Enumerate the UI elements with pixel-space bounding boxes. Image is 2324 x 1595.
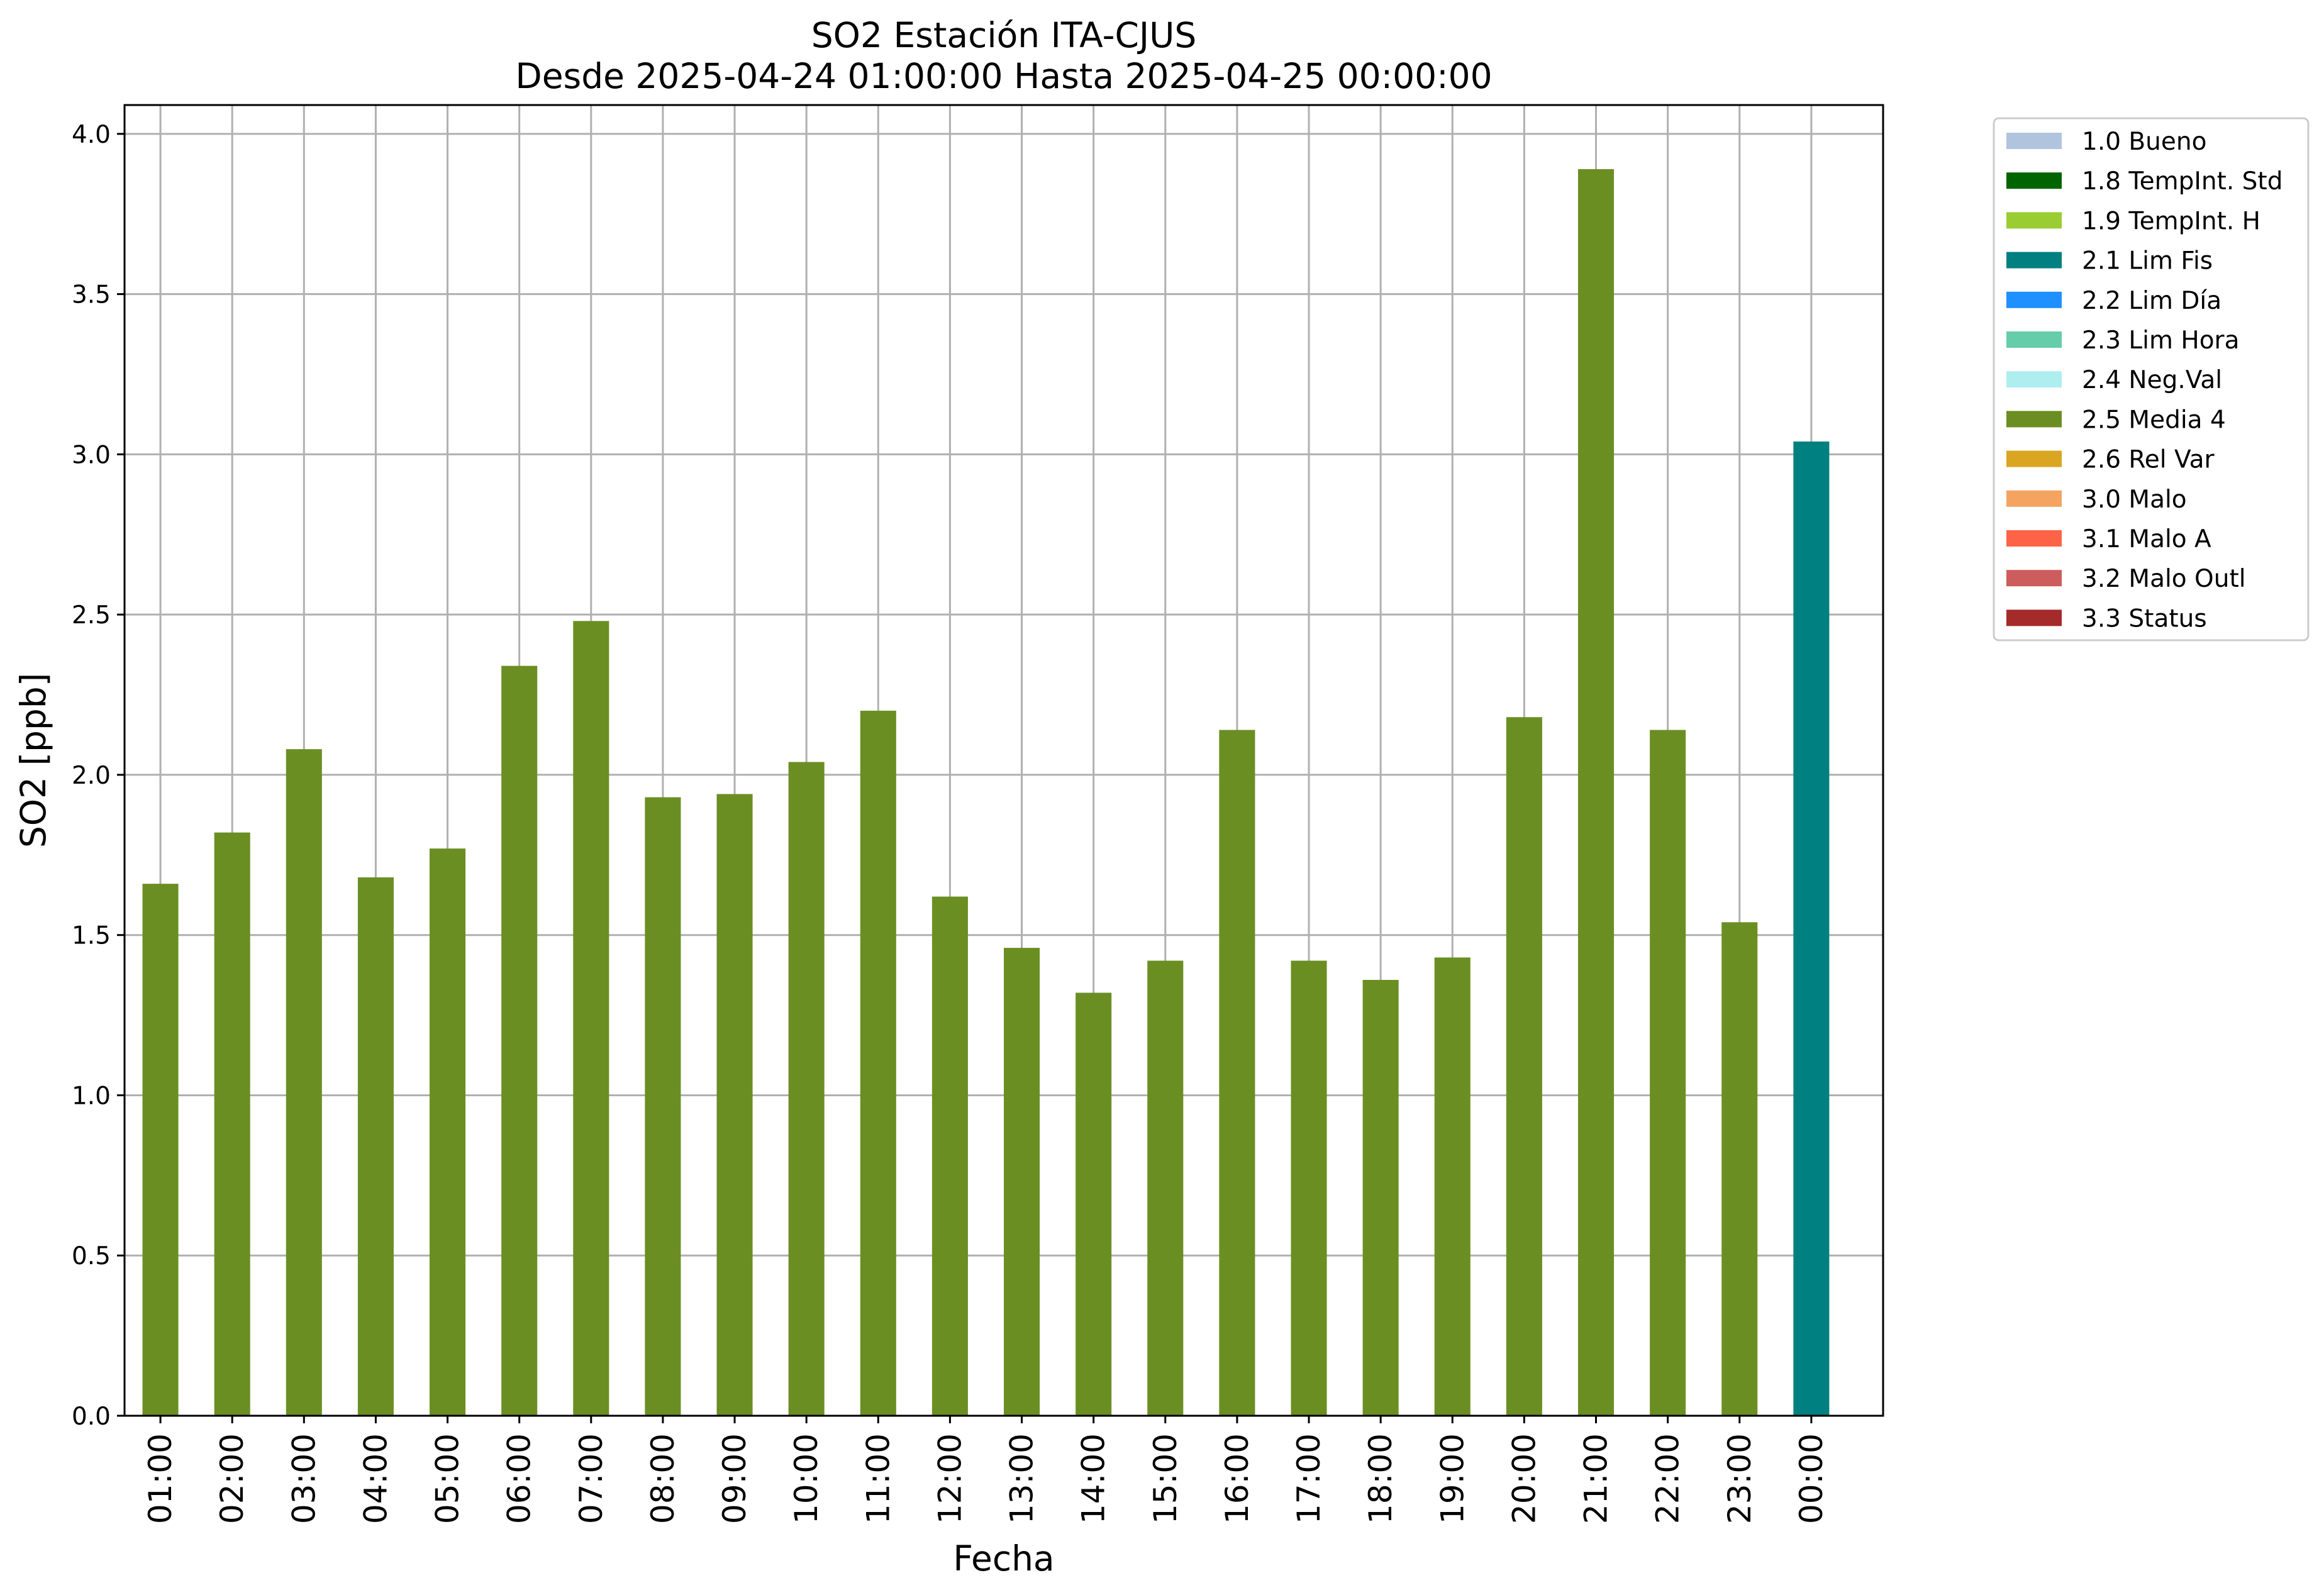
x-tick-label: 05:00: [430, 1433, 466, 1524]
x-tick-label: 07:00: [573, 1433, 609, 1524]
legend-swatch: [2006, 411, 2062, 428]
x-tick-label: 00:00: [1793, 1433, 1830, 1524]
bar-0000: [1793, 442, 1830, 1416]
bar-0400: [357, 877, 394, 1416]
legend-label: 1.9 TempInt. H: [2082, 207, 2260, 235]
x-tick-label: 14:00: [1076, 1433, 1112, 1524]
legend-swatch: [2006, 490, 2062, 507]
plot-frame: [123, 104, 1884, 1417]
legend-swatch: [2006, 291, 2062, 308]
legend-label: 2.3 Lim Hora: [2082, 326, 2240, 355]
y-axis: 0.0 0.5 1.0 1.5 2.0 2.5 3.0 3.5 4.0: [72, 121, 125, 1431]
legend-label: 1.8 TempInt. Std: [2082, 167, 2282, 196]
bar-0700: [573, 621, 609, 1416]
y-tick-label: 0.5: [72, 1242, 111, 1270]
legend-swatch: [2006, 609, 2062, 626]
bar-1500: [1147, 960, 1184, 1416]
legend-label: 2.1 Lim Fis: [2082, 247, 2213, 275]
chart-title: SO2 Estación ITA-CJUS: [811, 15, 1196, 55]
legend-swatch: [2006, 371, 2062, 388]
bar-1100: [860, 711, 896, 1416]
bar-1700: [1291, 960, 1327, 1416]
legend-frame: [1993, 117, 2310, 642]
x-tick-label: 08:00: [645, 1433, 681, 1524]
bar-0100: [142, 884, 179, 1416]
x-tick-label: 19:00: [1434, 1433, 1471, 1524]
legend-label: 1.0 Bueno: [2082, 128, 2206, 156]
legend-label: 2.5 Media 4: [2082, 406, 2226, 434]
y-tick-label: 1.0: [72, 1082, 111, 1110]
x-tick-label: 03:00: [286, 1433, 322, 1524]
legend-swatch: [2006, 133, 2062, 149]
x-tick-label: 15:00: [1147, 1433, 1184, 1524]
x-tick-label: 10:00: [788, 1433, 825, 1524]
x-tick-label: 22:00: [1650, 1433, 1686, 1524]
x-tick-label: 13:00: [1004, 1433, 1040, 1524]
legend-label: 3.0 Malo: [2082, 486, 2187, 514]
y-tick-label: 2.5: [72, 601, 111, 630]
legend-label: 3.2 Malo Outl: [2082, 565, 2246, 593]
y-tick-label: 3.0: [72, 441, 111, 469]
bar-0300: [286, 749, 322, 1416]
bars-layer: [142, 169, 1830, 1416]
bar-0800: [645, 797, 681, 1416]
bar-2100: [1577, 169, 1615, 1416]
bar-1800: [1362, 980, 1399, 1416]
y-tick-label: 2.0: [72, 762, 111, 790]
legend-swatch: [2006, 212, 2062, 229]
bar-0600: [501, 665, 538, 1416]
bar-1000: [788, 762, 825, 1416]
x-tick-label: 06:00: [501, 1433, 538, 1524]
x-tick-label: 09:00: [716, 1433, 753, 1524]
x-tick-label: 04:00: [357, 1433, 394, 1524]
bar-2200: [1650, 730, 1686, 1416]
bar-1300: [1004, 948, 1040, 1416]
legend-swatch: [2006, 331, 2062, 348]
x-tick-label: 18:00: [1362, 1433, 1399, 1524]
legend-label: 2.4 Neg.Val: [2082, 366, 2222, 394]
x-tick-label: 12:00: [931, 1433, 968, 1524]
x-axis-label: Fecha: [953, 1538, 1054, 1579]
bar-1400: [1076, 992, 1112, 1416]
x-tick-label: 23:00: [1721, 1433, 1758, 1524]
legend-swatch: [2006, 530, 2062, 547]
legend-swatch: [2006, 252, 2062, 269]
y-axis-label: SO2 [ppb]: [13, 673, 53, 848]
bar-2000: [1506, 717, 1542, 1416]
y-tick-label: 3.5: [72, 281, 111, 309]
legend-label: 2.6 Rel Var: [2082, 446, 2215, 474]
legend: 1.0 Bueno 1.8 TempInt. Std 1.9 TempInt. H 2…: [1993, 117, 2310, 642]
legend-label: 2.2 Lim Día: [2082, 287, 2221, 315]
bar-0500: [430, 848, 466, 1416]
x-tick-label: 11:00: [860, 1433, 896, 1524]
x-tick-label: 16:00: [1219, 1433, 1255, 1524]
y-tick-label: 4.0: [72, 121, 111, 149]
x-tick-label: 20:00: [1506, 1433, 1542, 1524]
legend-swatch: [2006, 172, 2062, 189]
x-axis: 01:00 02:00 03:00 04:00 05:00 06:00 07:00 08:00…: [142, 1416, 1830, 1524]
x-tick-label: 17:00: [1291, 1433, 1327, 1524]
legend-swatch: [2006, 570, 2062, 587]
legend-swatch: [2006, 450, 2062, 467]
x-tick-label: 02:00: [214, 1433, 250, 1524]
x-tick-label: 01:00: [142, 1433, 179, 1524]
bar-0900: [716, 794, 753, 1416]
x-tick-label: 21:00: [1578, 1433, 1615, 1524]
y-tick-label: 0.0: [72, 1403, 111, 1431]
bar-0200: [214, 832, 250, 1416]
legend-label: 3.3 Status: [2082, 604, 2207, 633]
y-tick-label: 1.5: [72, 922, 111, 950]
bar-2300: [1721, 922, 1758, 1416]
bar-1900: [1434, 957, 1471, 1416]
legend-label: 3.1 Malo A: [2082, 525, 2211, 553]
chart-subtitle: Desde 2025-04-24 01:00:00 Hasta 2025-04-…: [515, 56, 1492, 96]
bar-1200: [931, 896, 968, 1416]
bar-1600: [1219, 730, 1255, 1416]
